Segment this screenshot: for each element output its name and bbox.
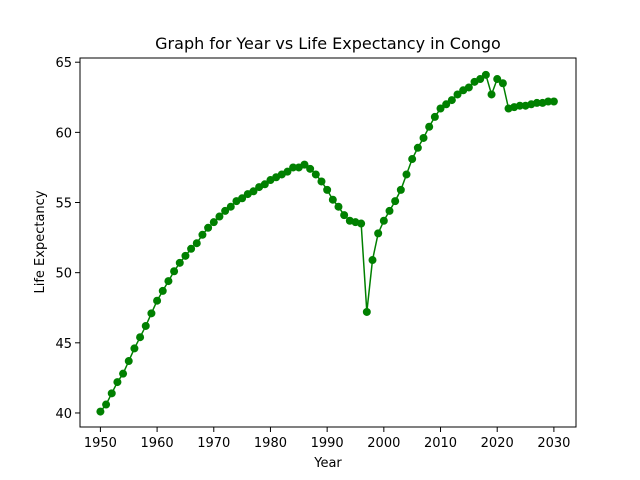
data-point: [238, 194, 247, 203]
data-point: [549, 97, 558, 106]
data-point: [289, 163, 298, 172]
x-tick-label: 1960: [141, 436, 174, 451]
data-point: [481, 70, 490, 79]
data-point: [124, 357, 133, 366]
x-tick-label: 1950: [84, 436, 117, 451]
data-point: [192, 239, 201, 248]
data-point: [153, 296, 162, 305]
x-axis: 1950 1960 1970 1980 1990 2000 2010 2020 2030: [84, 427, 570, 451]
data-point: [340, 211, 349, 220]
data-point: [187, 244, 196, 253]
data-point: [113, 378, 122, 387]
data-point: [119, 369, 128, 378]
y-tick-label: 40: [55, 407, 72, 422]
data-point: [425, 122, 434, 131]
data-point: [141, 321, 150, 330]
data-point: [532, 98, 541, 107]
y-axis-label: Life Expectancy: [33, 190, 48, 293]
y-tick-label: 55: [55, 197, 72, 212]
data-point: [209, 218, 218, 227]
data-point: [436, 104, 445, 113]
data-point: [334, 202, 343, 211]
data-point: [136, 333, 145, 342]
data-point: [260, 180, 269, 189]
y-tick-label: 65: [55, 56, 72, 71]
y-tick-label: 50: [55, 267, 72, 282]
data-point: [464, 83, 473, 92]
data-point: [498, 79, 507, 88]
data-point: [362, 307, 371, 316]
data-point: [413, 143, 422, 152]
data-point: [221, 206, 230, 215]
data-point: [402, 170, 411, 179]
data-point: [391, 197, 400, 206]
data-point: [357, 219, 366, 228]
data-point: [158, 286, 167, 295]
data-point: [215, 212, 224, 221]
data-point: [430, 112, 439, 121]
data-point: [317, 177, 326, 186]
data-point: [198, 230, 207, 239]
x-tick-label: 2030: [537, 436, 570, 451]
data-point: [476, 75, 485, 84]
x-tick-label: 2020: [481, 436, 514, 451]
y-axis: 40 45 50 55 60 65: [55, 56, 80, 422]
data-point: [283, 167, 292, 176]
x-tick-label: 1980: [254, 436, 287, 451]
data-point: [447, 96, 456, 105]
x-tick-label: 1990: [311, 436, 344, 451]
data-point: [408, 155, 417, 164]
data-point: [385, 206, 394, 215]
data-point: [374, 229, 383, 238]
plot-area: [96, 70, 558, 416]
data-point: [493, 75, 502, 84]
data-point: [107, 389, 116, 398]
data-point: [226, 202, 235, 211]
data-point: [396, 185, 405, 194]
data-point: [453, 90, 462, 99]
data-point: [323, 185, 332, 194]
data-point: [204, 223, 213, 232]
data-point: [487, 90, 496, 99]
data-point: [442, 100, 451, 109]
y-tick-label: 45: [55, 337, 72, 352]
y-tick-label: 60: [55, 126, 72, 141]
x-tick-label: 1970: [197, 436, 230, 451]
axes-frame: [79, 57, 577, 428]
data-point: [164, 277, 173, 286]
x-tick-label: 2000: [367, 436, 400, 451]
data-point: [181, 251, 190, 260]
data-point: [96, 407, 105, 416]
data-point: [368, 256, 377, 265]
data-point: [170, 267, 179, 276]
data-point: [419, 133, 428, 142]
data-point: [249, 187, 258, 196]
data-point: [311, 170, 320, 179]
data-point: [379, 216, 388, 225]
x-tick-label: 2010: [424, 436, 457, 451]
data-point: [147, 309, 156, 318]
data-point: [300, 160, 309, 169]
data-point: [130, 344, 139, 353]
x-axis-label: Year: [313, 456, 342, 471]
data-point: [328, 195, 337, 204]
data-point: [544, 97, 553, 106]
data-point: [102, 400, 111, 409]
data-point: [306, 164, 315, 173]
data-point: [515, 101, 524, 110]
data-point: [175, 258, 184, 267]
chart-title: Graph for Year vs Life Expectancy in Con…: [155, 34, 501, 53]
